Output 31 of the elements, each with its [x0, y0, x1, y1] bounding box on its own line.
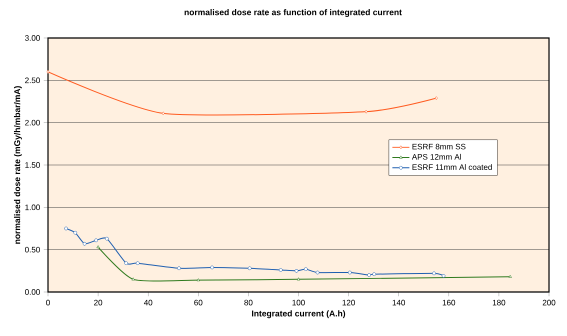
point — [196, 278, 200, 282]
point — [367, 273, 371, 277]
point — [82, 242, 86, 246]
point — [210, 266, 214, 270]
point — [508, 274, 512, 278]
point — [162, 112, 165, 116]
y-axis-title: normalised dose rate (mGy/h/mbar/mA) — [14, 86, 22, 244]
point — [94, 238, 98, 242]
point — [278, 268, 283, 272]
point — [132, 277, 135, 280]
point — [434, 96, 438, 100]
point — [248, 266, 252, 270]
point — [372, 272, 376, 276]
point — [124, 261, 128, 266]
point — [73, 230, 78, 235]
point — [296, 277, 300, 280]
x-axis-title: Integrated current (A.h) — [252, 310, 346, 318]
point — [46, 70, 50, 74]
point — [432, 272, 436, 276]
point — [64, 226, 68, 230]
point — [304, 267, 308, 271]
point — [96, 245, 100, 248]
point — [442, 274, 446, 278]
point — [348, 270, 352, 274]
chart-title: normalised dose rate as function of integrated current — [184, 9, 402, 17]
point — [177, 266, 181, 270]
point — [364, 110, 368, 114]
point — [316, 270, 320, 274]
point — [105, 236, 109, 241]
point — [136, 261, 140, 266]
point — [294, 268, 298, 273]
